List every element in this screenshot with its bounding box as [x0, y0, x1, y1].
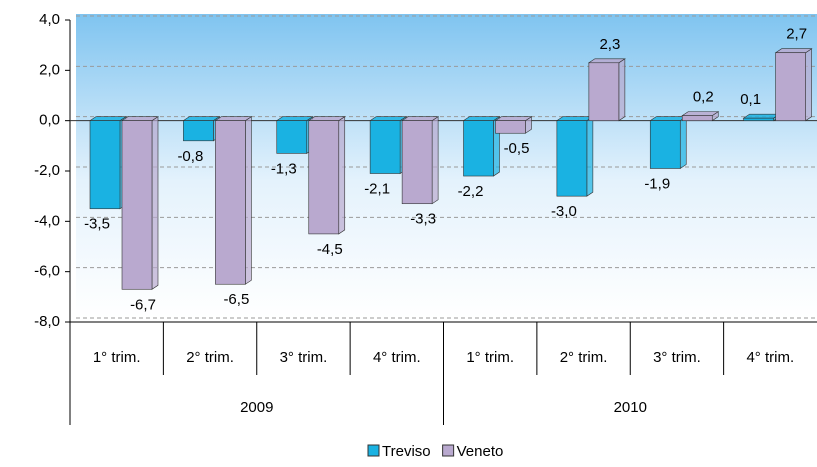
value-label: 0,1: [740, 91, 761, 108]
x-tick-label: 2° trim.: [560, 349, 608, 366]
group-label: 2009: [240, 399, 273, 416]
bar: [495, 120, 526, 134]
bar: [775, 52, 806, 121]
y-tick-label: -2,0: [34, 162, 60, 179]
legend-swatch: [442, 444, 455, 457]
value-label: -1,9: [644, 175, 670, 192]
bar-top: [182, 116, 221, 121]
value-label: 2,3: [599, 36, 620, 53]
value-label: -0,8: [177, 148, 203, 165]
legend-label: Treviso: [382, 443, 431, 460]
bar: [649, 120, 681, 169]
bar-top: [369, 116, 408, 121]
bar-side: [431, 116, 439, 205]
bar: [215, 120, 246, 285]
value-label: -0,5: [504, 140, 530, 157]
bar: [588, 62, 620, 121]
y-tick-label: -4,0: [34, 212, 60, 229]
bar: [743, 117, 774, 121]
bar: [308, 120, 340, 235]
bar-top: [401, 116, 440, 121]
bar-side: [586, 116, 594, 197]
bar-top: [742, 113, 781, 119]
group-label: 2010: [614, 399, 647, 416]
bar: [183, 120, 214, 142]
x-tick-label: 4° trim.: [373, 349, 421, 366]
bar-side: [679, 116, 687, 170]
bar: [401, 120, 433, 205]
bar-side: [338, 116, 346, 235]
value-label: -4,5: [317, 241, 343, 258]
bar-side: [151, 116, 159, 290]
value-label: -3,5: [84, 216, 110, 233]
bar-top: [649, 116, 688, 121]
value-label: -3,3: [410, 211, 436, 228]
value-label: -6,7: [130, 296, 156, 313]
bar-top: [307, 116, 346, 121]
bar-top: [275, 116, 314, 121]
x-tick-label: 1° trim.: [93, 349, 141, 366]
x-tick-label: 3° trim.: [280, 349, 328, 366]
x-tick-label: 4° trim.: [746, 349, 794, 366]
y-tick-label: 4,0: [39, 11, 60, 28]
x-tick-label: 1° trim.: [466, 349, 514, 366]
legend-swatch: [367, 444, 380, 457]
y-tick-label: -8,0: [34, 313, 60, 330]
bar: [369, 120, 401, 174]
bar-top: [587, 58, 626, 64]
bar-top: [555, 116, 594, 121]
value-label: -2,2: [458, 183, 484, 200]
bar-top: [494, 116, 533, 121]
bar: [276, 120, 308, 154]
bar-top: [462, 116, 501, 121]
y-tick-label: 0,0: [39, 112, 60, 129]
bar-side: [805, 48, 812, 122]
bar-top: [681, 111, 720, 116]
legend-label: Veneto: [457, 443, 504, 460]
x-tick-label: 2° trim.: [186, 349, 234, 366]
y-tick-label: -6,0: [34, 263, 60, 280]
bar-top: [214, 116, 253, 121]
bar: [121, 120, 153, 290]
bar: [463, 120, 494, 177]
bar: [556, 120, 588, 197]
y-tick-label: 2,0: [39, 61, 60, 78]
bar-top: [121, 116, 159, 121]
value-label: -1,3: [271, 160, 297, 177]
value-label: 0,2: [693, 89, 714, 106]
bar-side: [245, 116, 252, 285]
x-tick-label: 3° trim.: [653, 349, 701, 366]
value-label: -3,0: [551, 203, 577, 220]
bar-side: [618, 58, 626, 122]
bar-top: [774, 48, 813, 54]
value-label: -2,1: [364, 180, 390, 197]
bar-top: [89, 116, 127, 121]
value-label: 2,7: [786, 26, 807, 43]
bar: [89, 120, 121, 210]
plot-background: [76, 14, 817, 318]
value-label: -6,5: [223, 291, 249, 308]
bar: [681, 115, 713, 121]
